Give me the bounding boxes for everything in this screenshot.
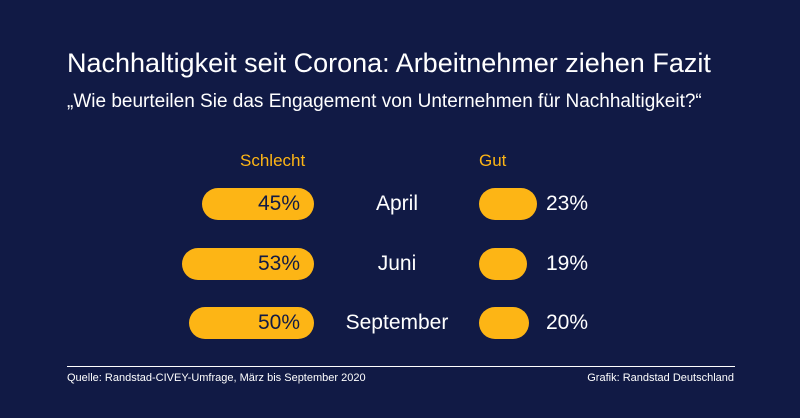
bar-schlecht-april: 45% — [201, 188, 314, 220]
value-label: 50% — [257, 311, 300, 334]
bar-gut-juni — [479, 248, 527, 280]
bar-gut-september — [479, 307, 529, 339]
credit-note: Grafik: Randstad Deutschland — [587, 372, 734, 384]
chart-subtitle: „Wie beurteilen Sie das Engagement von U… — [67, 91, 702, 112]
bar-gut-april — [479, 188, 537, 220]
category-label: Juni — [377, 252, 417, 275]
category-label: September — [345, 311, 449, 334]
source-note: Quelle: Randstad-CIVEY-Umfrage, März bis… — [67, 372, 366, 384]
value-label: 20% — [546, 311, 589, 334]
bar-schlecht-september: 50% — [189, 307, 314, 339]
chart-title: Nachhaltigkeit seit Corona: Arbeitnehmer… — [67, 48, 711, 78]
legend-gut: Gut — [479, 151, 507, 170]
legend-schlecht: Schlecht — [240, 151, 306, 170]
bar-schlecht-juni: 53% — [181, 248, 314, 280]
footer-divider — [67, 366, 735, 367]
value-label: 45% — [257, 192, 300, 215]
value-label: 53% — [257, 252, 300, 275]
value-label: 23% — [546, 192, 589, 215]
value-label: 19% — [546, 252, 589, 275]
category-label: April — [375, 192, 418, 215]
